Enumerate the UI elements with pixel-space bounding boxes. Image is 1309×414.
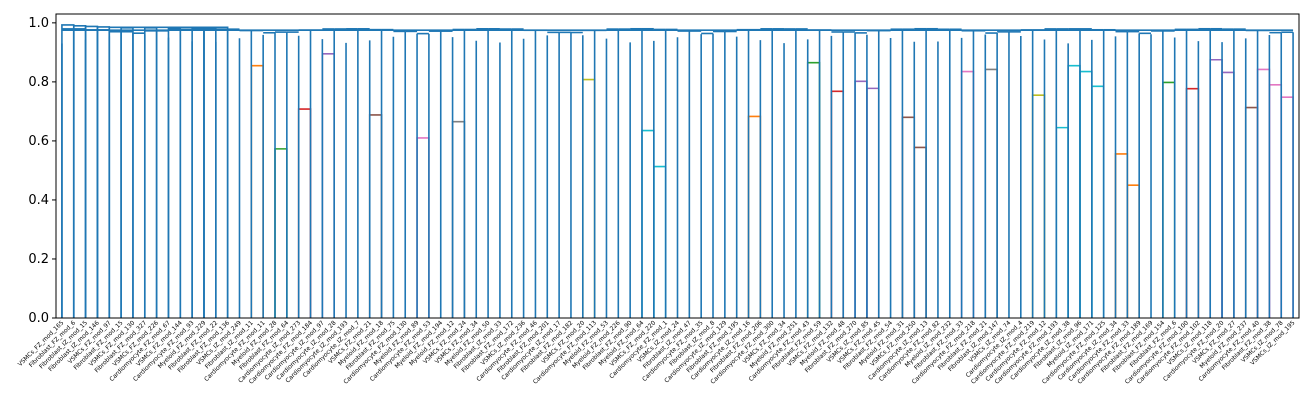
y-tick-label: 0.2 xyxy=(28,252,49,267)
dendrogram-links xyxy=(61,24,1294,318)
y-tick-label: 0.4 xyxy=(28,193,49,208)
axes-frame xyxy=(55,13,1300,319)
y-tick-label: 0.6 xyxy=(28,134,49,149)
y-tick-label: 0.0 xyxy=(28,311,49,326)
y-axis: 0.0 0.2 0.4 0.6 0.8 1.0 xyxy=(28,16,56,326)
axes-border xyxy=(55,13,1300,319)
y-tick-label: 1.0 xyxy=(28,16,49,31)
y-tick-label: 0.8 xyxy=(28,75,49,90)
